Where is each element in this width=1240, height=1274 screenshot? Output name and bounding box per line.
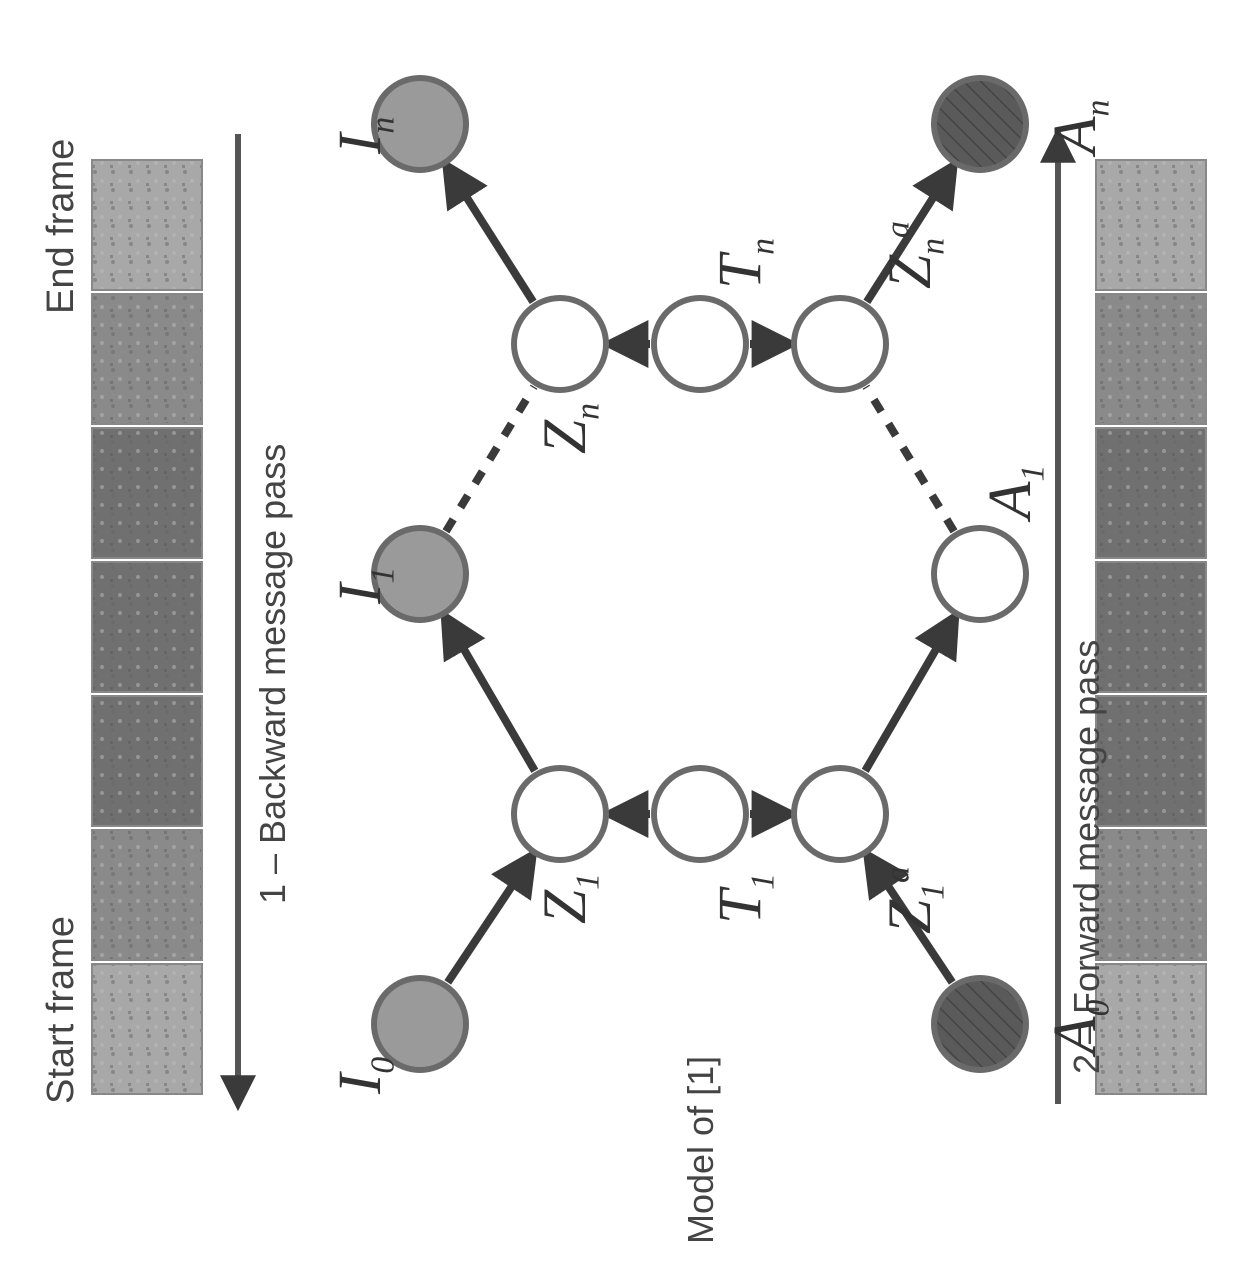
frame-tile [1096,294,1206,424]
caption-model-ref: Model of [1] [680,1056,722,1244]
caption-end-frame: End frame [40,139,83,314]
node-A1 [934,528,1026,620]
label-I1: I1 [325,567,402,604]
label-A1: A1 [975,465,1052,519]
edge [445,617,535,771]
edge [866,387,954,532]
diagram-svg [0,0,1240,1274]
caption-backward-pass: 1 – Backward message pass [252,444,294,904]
edge [448,856,533,983]
frame-tile [92,160,202,290]
caption-start-frame: Start frame [40,916,83,1104]
label-Z1a: Z1a [875,866,952,934]
frame-tile [92,562,202,692]
edge [446,387,534,532]
edge [447,166,533,302]
frame-tile [1096,562,1206,692]
frame-tile [1096,160,1206,290]
frame-tile [92,830,202,960]
label-I0: I0 [325,1057,402,1094]
node-Z1 [514,768,606,860]
node-Zna [794,298,886,390]
frame-tile [1096,830,1206,960]
label-An: An [1040,100,1117,154]
label-Zn: Zn [530,403,607,454]
label-In: In [325,117,402,154]
label-Zna: Zna [875,221,952,289]
frame-tile [1096,696,1206,826]
node-Z1a [794,768,886,860]
frame-tile [92,964,202,1094]
node-A0 [934,978,1026,1070]
label-Z1: Z1 [530,873,607,924]
label-Tn: Tn [705,238,782,289]
frame-tile [92,696,202,826]
label-A0: A0 [1040,1000,1117,1054]
edge [865,617,955,771]
frame-tile [92,294,202,424]
frame-tile [92,428,202,558]
node-Tn [654,298,746,390]
frame-tile [1096,428,1206,558]
node-An [934,78,1026,170]
node-Zn [514,298,606,390]
node-T1 [654,768,746,860]
label-T1: T1 [705,873,782,924]
